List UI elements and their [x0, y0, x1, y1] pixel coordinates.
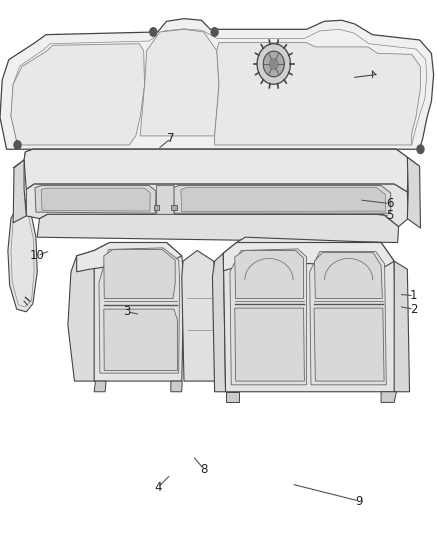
Polygon shape	[263, 51, 284, 77]
Polygon shape	[226, 392, 239, 402]
Polygon shape	[230, 249, 307, 385]
Polygon shape	[26, 184, 408, 227]
Polygon shape	[394, 261, 410, 392]
Text: 4: 4	[154, 481, 162, 494]
Polygon shape	[99, 248, 180, 373]
Text: 5: 5	[386, 209, 393, 222]
Text: 3: 3	[124, 305, 131, 318]
Polygon shape	[13, 160, 26, 223]
Polygon shape	[215, 43, 420, 145]
Polygon shape	[11, 44, 145, 145]
Polygon shape	[104, 309, 177, 370]
Polygon shape	[173, 185, 391, 213]
Polygon shape	[0, 19, 434, 149]
Polygon shape	[41, 188, 150, 211]
Polygon shape	[381, 392, 396, 402]
Circle shape	[150, 28, 157, 36]
Polygon shape	[223, 237, 396, 392]
Polygon shape	[13, 149, 420, 168]
Polygon shape	[269, 59, 278, 69]
Polygon shape	[314, 308, 384, 381]
Circle shape	[14, 141, 21, 149]
Polygon shape	[314, 253, 382, 298]
Polygon shape	[140, 29, 219, 136]
Circle shape	[417, 145, 424, 154]
Polygon shape	[171, 205, 177, 210]
Polygon shape	[407, 157, 420, 228]
Polygon shape	[181, 188, 385, 212]
Polygon shape	[154, 205, 159, 210]
Polygon shape	[235, 251, 304, 298]
Text: 1: 1	[410, 289, 418, 302]
Text: 7: 7	[167, 132, 175, 145]
Text: 10: 10	[30, 249, 45, 262]
Polygon shape	[94, 381, 106, 392]
Polygon shape	[68, 251, 96, 381]
Polygon shape	[223, 243, 394, 271]
Polygon shape	[212, 253, 226, 392]
Polygon shape	[35, 185, 156, 213]
Polygon shape	[156, 185, 174, 214]
Polygon shape	[8, 198, 37, 312]
Polygon shape	[24, 149, 408, 192]
Polygon shape	[171, 381, 182, 392]
Polygon shape	[77, 243, 182, 272]
Polygon shape	[37, 214, 399, 243]
Text: 8: 8	[200, 463, 207, 475]
Polygon shape	[235, 308, 304, 381]
Polygon shape	[310, 252, 386, 385]
Text: 9: 9	[355, 495, 363, 507]
Text: 2: 2	[410, 303, 418, 316]
Circle shape	[211, 28, 218, 36]
Text: 6: 6	[386, 197, 394, 210]
Polygon shape	[257, 44, 290, 84]
Polygon shape	[182, 251, 215, 381]
Polygon shape	[104, 249, 175, 298]
Polygon shape	[94, 243, 184, 381]
